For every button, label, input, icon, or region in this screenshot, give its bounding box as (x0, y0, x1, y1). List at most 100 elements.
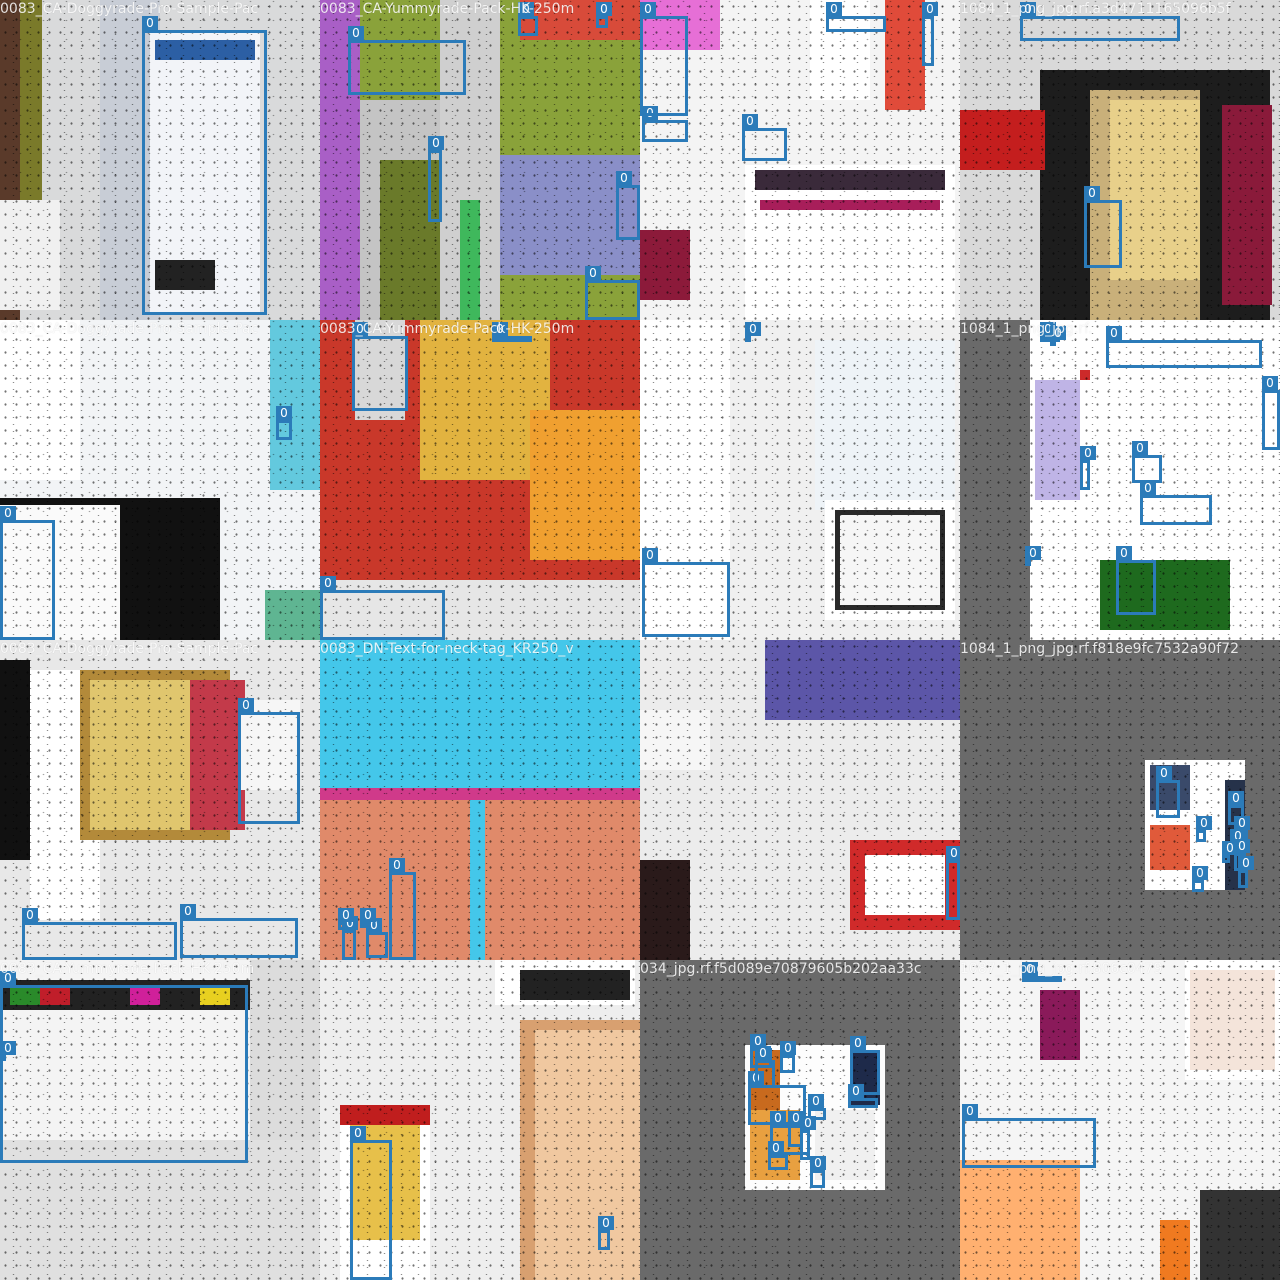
image-region (265, 590, 320, 640)
image-region (1190, 970, 1275, 1070)
bounding-box: 0 (768, 1141, 788, 1170)
bounding-box: 0 (755, 1046, 775, 1088)
bounding-box: 0 (389, 858, 416, 960)
tile-filename: 0083_DN-Text-for-neck-tag_KR250_v (320, 641, 574, 657)
tile-filename: 0083_CA-Doggyrade-Pro-Sample-Pac (0, 641, 259, 657)
bounding-box: 0 (946, 846, 960, 920)
bounding-box: 0 (1080, 446, 1096, 490)
class-label: 0 (338, 908, 354, 922)
bounding-box: 0 (640, 2, 688, 116)
class-label: 0 (1228, 791, 1244, 805)
class-label: 0 (238, 698, 254, 712)
tile-filename (640, 640, 960, 660)
class-label: 0 (768, 1141, 784, 1155)
tile-filename: 0083_CA-Doggyrade-Pro-Sample-Pac (0, 1, 259, 17)
class-label: 0 (800, 1116, 816, 1130)
class-label: 0 (642, 548, 658, 562)
class-label: 0 (348, 26, 364, 40)
class-label: 0 (1192, 866, 1208, 880)
mosaic-tile: 0083_CA-Doggyrade-Pro-Sample-Pac 0 0 0 (0, 640, 320, 960)
class-label: 0 (0, 506, 16, 520)
class-label: 0 (962, 1104, 978, 1118)
class-label: 0 (276, 406, 292, 420)
class-label: 0 (1116, 546, 1132, 560)
mosaic-tile: 1087_1_png_jpg.rf.806c0479 0 0 (960, 960, 1280, 1280)
tile-filename: 0083_CA-Doggyrade-Pro-Sample-Pac (0, 321, 259, 337)
image-region (270, 320, 320, 490)
class-label: 0 (1025, 546, 1041, 560)
bounding-box: 0 (366, 918, 388, 958)
bounding-box: 0 (1140, 481, 1212, 525)
tile-filename: 0083_CA-Yummyrade-Pack-HK-250m (320, 1, 575, 17)
bounding-box: 0 (342, 916, 358, 960)
bounding-box: 0 (0, 971, 248, 1163)
image-region (1160, 1220, 1190, 1280)
bounding-box: 0 (800, 1116, 816, 1160)
class-label: 0 (1140, 481, 1156, 495)
tile-filename: 1084_1_png_jpg.rf. (960, 321, 1093, 337)
bounding-box: 0 (0, 506, 55, 640)
class-label: 0 (770, 1111, 786, 1125)
image-region (0, 200, 60, 310)
bounding-box: 0 (1196, 816, 1212, 842)
class-label: 0 (742, 114, 758, 128)
class-label: 0 (810, 1156, 826, 1170)
tile-filename (640, 0, 960, 20)
tile-filename: 1087_1_png_jpg.rf.806c0479 (960, 961, 1163, 977)
image-region (1150, 825, 1190, 870)
bounding-box: 0 (642, 548, 730, 637)
class-label: 0 (1262, 376, 1278, 390)
image-region (1222, 105, 1272, 305)
bounding-box: 0 (1222, 841, 1238, 863)
image-region (760, 200, 940, 210)
mosaic-tile: 0083_CA-Doggyrade-Pro-Sample-Pac 0 0 (0, 320, 320, 640)
bounding-box: 0 (276, 406, 292, 440)
bounding-box: 0 (238, 698, 300, 824)
bounding-box: 0 (585, 266, 640, 320)
mosaic-tile: 0 (640, 640, 960, 960)
image-region (0, 320, 80, 480)
bounding-box: 0 (22, 908, 177, 960)
bounding-box: 0 (142, 16, 267, 315)
class-label: 0 (1080, 446, 1096, 460)
bounding-box: 0 (0, 1041, 16, 1061)
image-region (1110, 100, 1200, 280)
bounding-box: 0 (1084, 186, 1122, 268)
image-region (340, 1105, 430, 1125)
class-label: 0 (0, 1041, 16, 1055)
image-region (640, 230, 690, 300)
image-region (755, 170, 945, 190)
class-label: 0 (585, 266, 601, 280)
mosaic-tile: 1084_1_png_jpg.rf.a3d4711165096b5f 0 0 (960, 0, 1280, 320)
bounding-box: 0 (338, 908, 354, 930)
class-label: 0 (389, 858, 405, 872)
bounding-box: 0 (360, 908, 376, 928)
bounding-box: 0 (598, 1216, 614, 1250)
bounding-box: 0 (848, 1084, 878, 1108)
bounding-box: 0 (1262, 376, 1280, 450)
tile-filename: 034_jpg.rf.f5d089e70879605b202aa33c (640, 961, 922, 977)
class-label: 0 (1084, 186, 1100, 200)
bounding-box: 0 (348, 26, 466, 95)
image-region (0, 660, 30, 860)
bounding-box: 0 (616, 171, 640, 240)
mosaic-tile: 1084_1_png_jpg.rf. 0 0 0 0 0 0 0 0 0 (960, 320, 1280, 640)
bounding-box: 0 (1156, 766, 1180, 818)
bounding-box: 0 (962, 1104, 1096, 1168)
bounding-box: 0 (1050, 326, 1066, 346)
mosaic-tile: 0083_CA-Yummyrade-Pack-HK-250m 0 0 0 (320, 320, 640, 640)
bounding-box: 0 (350, 1126, 392, 1280)
mosaic-tile: 0083_CA-Doggyrade-Pro-Sample-Pac 0 (0, 0, 320, 320)
mosaic-tile: 1084_1_png_jpg.rf.f818e9fc7532a90f72 0 0 0 0… (960, 640, 1280, 960)
class-label: 0 (780, 1041, 796, 1055)
class-label: 0 (616, 171, 632, 185)
image-region (960, 110, 1045, 170)
mosaic-tile: 0083_DN-Text-for-neck-tag_KR250_v 0 0 0 0 0 (320, 640, 640, 960)
image-region (815, 340, 955, 510)
image-region (190, 680, 245, 830)
image-region (960, 1160, 1080, 1280)
bounding-box: 0 (780, 1041, 796, 1073)
